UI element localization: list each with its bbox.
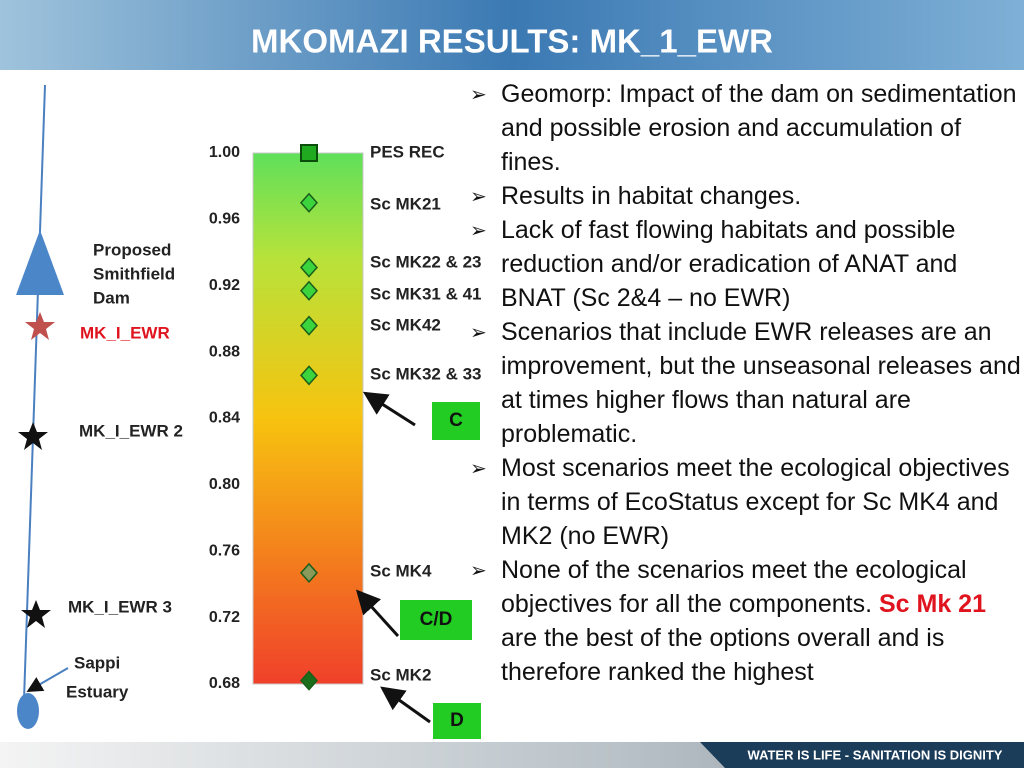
river-label: Dam <box>93 288 130 307</box>
point-label: PES REC <box>370 142 445 161</box>
y-tick-label: 1.00 <box>209 144 240 161</box>
site-star <box>18 422 48 450</box>
point <box>299 315 319 336</box>
y-tick-label: 0.84 <box>209 410 240 427</box>
bullet-text: None of the scenarios meet the ecologica… <box>501 556 967 618</box>
river-label: MK_I_EWR 2 <box>79 421 183 440</box>
bullet-text: Scenarios that include EWR releases are … <box>501 318 1021 448</box>
point-label: Sc MK22 & 23 <box>370 252 482 271</box>
annotation-label: C/D <box>420 609 453 630</box>
site-star <box>21 600 51 628</box>
point <box>299 280 319 301</box>
site-star <box>25 312 55 340</box>
annotation-label: D <box>450 710 464 731</box>
y-tick-label: 0.72 <box>209 609 240 626</box>
bullet-text: are the best of the options overall and … <box>501 624 945 686</box>
bullet: Geomorp: Impact of the dam on sedimentat… <box>470 77 1022 179</box>
point <box>299 192 319 213</box>
header-band <box>0 0 1024 70</box>
estuary-arrow <box>26 667 69 693</box>
river-label: Estuary <box>66 682 129 701</box>
scale-bar <box>252 152 364 685</box>
river-label: MK_I_EWR 3 <box>68 597 172 616</box>
bullet-text: Results in habitat changes. <box>501 182 802 210</box>
annotation-arrow <box>362 391 416 427</box>
river-label: Proposed <box>93 240 171 259</box>
bullet: Results in habitat changes. <box>470 179 1022 213</box>
y-tick-label: 0.68 <box>209 675 240 692</box>
point-label: Sc MK4 <box>370 561 432 580</box>
river-label: Smithfield <box>93 264 175 283</box>
point <box>299 562 319 583</box>
bullet: None of the scenarios meet the ecologica… <box>470 553 1022 689</box>
dam-icon <box>16 230 64 295</box>
point <box>299 670 319 691</box>
bullet: Lack of fast flowing habitats and possib… <box>470 213 1022 315</box>
bullet-text: Most scenarios meet the ecological objec… <box>501 454 1010 550</box>
point-label: Sc MK21 <box>370 194 441 213</box>
bullet-text: Geomorp: Impact of the dam on sedimentat… <box>501 80 1017 176</box>
point-label: Sc MK42 <box>370 315 441 334</box>
bullet-list: Geomorp: Impact of the dam on sedimentat… <box>470 77 1022 689</box>
y-tick-label: 0.92 <box>209 277 240 294</box>
estuary-icon <box>17 693 39 729</box>
annotation-box <box>400 600 472 640</box>
y-tick-label: 0.88 <box>209 343 240 360</box>
point-label: Sc MK2 <box>370 665 431 684</box>
river <box>23 84 46 701</box>
point <box>300 144 318 162</box>
y-tick-label: 0.96 <box>209 211 240 228</box>
point-label: Sc MK32 & 33 <box>370 364 482 383</box>
y-tick-label: 0.80 <box>209 476 240 493</box>
annotation-arrow <box>355 589 400 638</box>
river-label: MK_I_EWR <box>80 323 170 342</box>
annotation-label: C <box>449 410 463 431</box>
bullet-text: Lack of fast flowing habitats and possib… <box>501 216 958 312</box>
point <box>299 365 319 386</box>
bullet-text: Sc Mk 21 <box>878 590 986 618</box>
annotation-box <box>433 703 481 739</box>
footer-tab <box>700 742 1024 768</box>
footer-text: WATER IS LIFE - SANITATION IS DIGNITY <box>748 747 1003 762</box>
bullet: Scenarios that include EWR releases are … <box>470 315 1022 451</box>
slide-title: MKOMAZI RESULTS: MK_1_EWR <box>251 23 773 60</box>
point <box>299 257 319 278</box>
annotation-arrow <box>380 686 431 724</box>
y-tick-label: 0.76 <box>209 542 240 559</box>
bullet: Most scenarios meet the ecological objec… <box>470 451 1022 553</box>
river-label: Sappi <box>74 653 120 672</box>
point-label: Sc MK31 & 41 <box>370 284 482 303</box>
